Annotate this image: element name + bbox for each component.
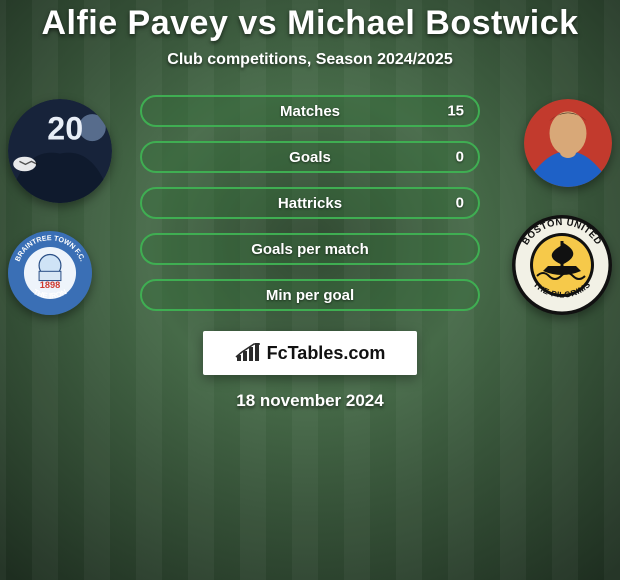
stat-row: Min per goal [140,279,480,311]
left-column: 20 BRAINTREE TOWN F.C.THE IRON1898 [0,95,120,315]
player-a-avatar-graphic: 20 [8,99,112,203]
stat-right-value: 0 [456,149,464,166]
bar-chart-icon [235,343,261,363]
stat-row: Hattricks 0 [140,187,480,219]
svg-text:20: 20 [47,111,83,147]
stat-label: Goals per match [251,241,369,258]
snapshot-date: 18 november 2024 [236,391,383,411]
stat-right-value: 0 [456,195,464,212]
player-b-avatar-graphic [524,99,612,187]
stat-label: Goals [289,149,331,166]
player-a-avatar: 20 [8,99,112,203]
player-b-club-crest-graphic: BOSTON UNITEDTHE PILGRIMS [512,215,612,315]
player-b-club-crest: BOSTON UNITEDTHE PILGRIMS [512,215,612,315]
stat-right-value: 15 [447,103,464,120]
stat-row: Goals 0 [140,141,480,173]
player-a-club-crest-graphic: BRAINTREE TOWN F.C.THE IRON1898 [8,231,92,315]
right-column: BOSTON UNITEDTHE PILGRIMS [500,95,620,315]
stat-row: Matches 15 [140,95,480,127]
brand-badge: FcTables.com [203,331,417,375]
brand-text: FcTables.com [267,343,386,364]
player-a-name: Alfie Pavey [41,4,228,42]
main-row: 20 BRAINTREE TOWN F.C.THE IRON1898 Match… [0,95,620,315]
stat-label: Matches [280,103,340,120]
subtitle: Club competitions, Season 2024/2025 [167,51,452,69]
comparison-title: Alfie Pavey vs Michael Bostwick [41,4,578,43]
stat-label: Min per goal [266,287,354,304]
player-a-club-crest: BRAINTREE TOWN F.C.THE IRON1898 [8,231,92,315]
stats-column: Matches 15 Goals 0 Hattricks 0 Goals per match… [120,95,500,311]
stat-row: Goals per match [140,233,480,265]
svg-text:1898: 1898 [40,280,61,290]
stat-label: Hattricks [278,195,342,212]
player-b-avatar [524,99,612,187]
player-b-name: Michael Bostwick [287,4,578,42]
vs-separator: vs [238,4,277,42]
